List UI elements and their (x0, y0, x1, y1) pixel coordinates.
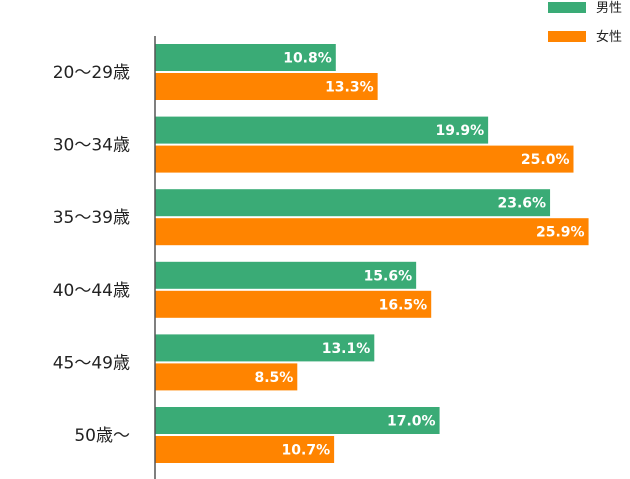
data-label-male-4: 13.1% (322, 341, 371, 357)
bar-male-5 (155, 407, 440, 434)
data-label-female-0: 13.3% (325, 80, 374, 96)
bars (155, 44, 589, 463)
data-label-female-1: 25.0% (521, 152, 570, 168)
bar-female-3 (155, 290, 432, 318)
bar-male-1 (155, 116, 489, 144)
data-label-female-4: 8.5% (254, 370, 293, 386)
data-label-male-3: 15.6% (364, 268, 413, 284)
bar-male-2 (155, 189, 551, 217)
category-label-3: 40〜44歳 (53, 281, 130, 301)
category-label-1: 30〜34歳 (53, 136, 130, 156)
bar-female-5 (155, 436, 335, 463)
data-label-male-2: 23.6% (497, 196, 546, 212)
category-label-2: 35〜39歳 (53, 208, 130, 228)
bar-female-1 (155, 145, 574, 173)
data-label-male-1: 19.9% (436, 123, 485, 139)
data-label-female-2: 25.9% (536, 225, 585, 241)
category-labels: 20〜29歳 30〜34歳 35〜39歳 40〜44歳 45〜49歳 50歳〜 (53, 63, 130, 446)
bar-male-4 (155, 334, 375, 362)
legend-swatch-female (548, 31, 586, 42)
legend-swatch-male (548, 2, 586, 13)
bar-labels: 10.8% 13.3% 19.9% 25.0% 23.6% 25.9% 15.6% 16.5%… (254, 51, 584, 459)
data-label-female-5: 10.7% (282, 443, 331, 459)
bar-female-4 (155, 363, 298, 391)
bar-female-2 (155, 218, 589, 246)
data-label-female-3: 16.5% (379, 297, 428, 313)
bar-male-3 (155, 261, 417, 289)
legend-label-female: 女性 (596, 29, 622, 45)
bar-female-0 (155, 73, 378, 100)
category-label-0: 20〜29歳 (53, 63, 130, 83)
category-label-5: 50歳〜 (74, 426, 130, 446)
data-label-male-0: 10.8% (283, 51, 332, 67)
bar-male-0 (155, 44, 336, 71)
legend-label-male: 男性 (596, 1, 622, 16)
category-label-4: 45〜49歳 (53, 353, 130, 373)
data-label-male-5: 17.0% (387, 414, 436, 430)
